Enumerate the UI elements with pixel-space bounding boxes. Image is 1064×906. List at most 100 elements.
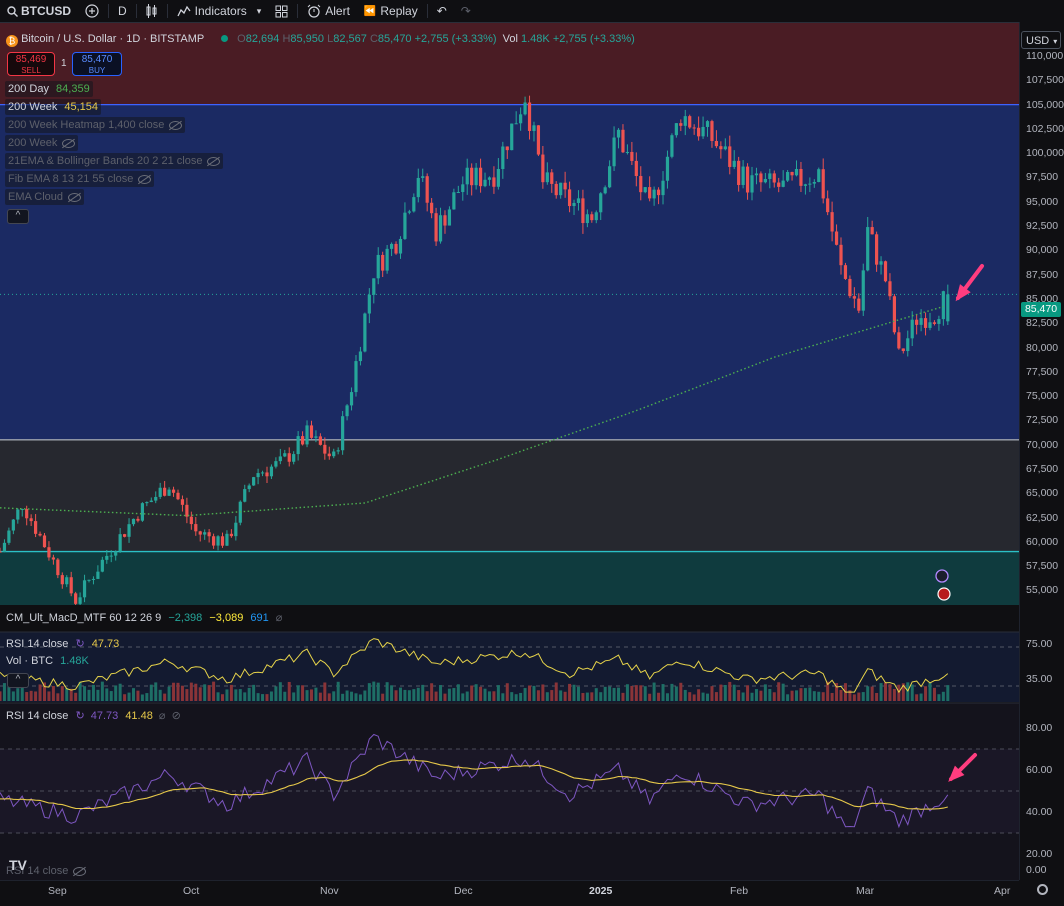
volume-bar xyxy=(69,688,73,701)
tradingview-logo-icon: TV xyxy=(9,857,27,873)
indicator-row-ema-bb[interactable]: 21EMA & Bollinger Bands 20 2 21 close xyxy=(5,153,224,169)
rsi-line xyxy=(0,733,949,829)
indicators-button[interactable]: Indicators ▾ xyxy=(170,0,269,22)
chart-type-button[interactable] xyxy=(139,0,165,22)
indicator-label: 200 Day xyxy=(8,83,49,95)
volume-bar xyxy=(16,688,20,701)
zone-teal xyxy=(0,551,1019,605)
hidden-eye-icon[interactable] xyxy=(68,192,82,202)
volume-bar xyxy=(225,689,229,701)
macd-pane-title[interactable]: CM_Ult_MacD_MTF 60 12 26 9 −2,398 −3,089… xyxy=(6,611,282,624)
indicator-row-fib-ema[interactable]: Fib EMA 8 13 21 55 close xyxy=(5,171,155,187)
time-axis[interactable] xyxy=(0,880,1019,906)
rsi-vol-pane xyxy=(0,632,1019,702)
candle-body xyxy=(857,298,861,311)
volume-bar xyxy=(198,687,202,701)
volume-bar xyxy=(149,684,153,701)
indicator-row-200day[interactable]: 200 Day 84,359 xyxy=(5,81,93,97)
currency-selector[interactable]: USD ▾ xyxy=(1021,31,1061,49)
candle-body xyxy=(852,296,856,299)
compare-button[interactable] xyxy=(78,0,106,22)
candle-body xyxy=(78,597,82,604)
candle-body xyxy=(296,436,300,455)
volume-bar xyxy=(621,692,625,701)
indicator-row-heatmap[interactable]: 200 Week Heatmap 1,400 close xyxy=(5,117,186,133)
redo-button[interactable]: ↷ xyxy=(454,0,478,22)
price-axis[interactable] xyxy=(1019,22,1064,880)
hidden-eye-icon[interactable] xyxy=(169,120,183,130)
candles-layer xyxy=(0,95,950,610)
candle-body xyxy=(16,509,20,520)
price-tick: 87,500 xyxy=(1026,268,1059,281)
candle-body xyxy=(928,322,932,328)
price-tick: 100,000 xyxy=(1026,147,1064,160)
candle-body xyxy=(171,489,176,493)
volume-bar xyxy=(136,690,140,701)
close-label: C xyxy=(369,33,378,45)
volume-bar xyxy=(452,688,456,701)
price-tick: 92,500 xyxy=(1026,220,1059,233)
vol-value: 1.48K xyxy=(60,655,89,667)
candle-body xyxy=(879,261,883,265)
volume-bar xyxy=(746,685,750,701)
volume-bar xyxy=(768,689,772,701)
chevron-down-icon[interactable]: ▾ xyxy=(256,5,262,16)
candle-body xyxy=(349,392,354,406)
indicator-label: 200 Week xyxy=(8,101,58,113)
rsi-vol-pane-title[interactable]: RSI 14 close ↻ 47.73 xyxy=(6,637,119,650)
sell-button[interactable]: 85,469 SELL xyxy=(7,52,55,76)
candle-body xyxy=(754,173,759,176)
gear-icon[interactable] xyxy=(1037,884,1048,895)
rewind-icon: ⏪ xyxy=(363,5,377,17)
symbol-search[interactable]: BTCUSD xyxy=(0,0,78,22)
collapse-legend-button[interactable]: ^ xyxy=(7,209,29,224)
volume-bar xyxy=(207,685,211,701)
volume-bar xyxy=(96,689,100,701)
candle-body xyxy=(389,243,394,249)
candle-body xyxy=(621,129,625,153)
indicator-row-200week[interactable]: 200 Week 45,154 xyxy=(5,99,102,115)
plus-circle-icon xyxy=(85,4,99,18)
hidden-eye-icon[interactable] xyxy=(62,138,76,148)
rsi-pane-title[interactable]: RSI 14 close ↻ 47.73 41.48 ⌀ ⊘ xyxy=(6,709,181,722)
sell-label: SELL xyxy=(21,66,41,75)
volume-bar xyxy=(83,686,87,701)
indicator-row-200week-hidden[interactable]: 200 Week xyxy=(5,135,79,151)
volume-bar xyxy=(559,690,563,701)
volume-bar xyxy=(34,691,38,701)
collapse-pane-button[interactable]: ^ xyxy=(7,673,29,688)
volume-bar xyxy=(212,681,216,701)
replay-button[interactable]: ⏪ Replay xyxy=(357,0,425,22)
candle-body xyxy=(608,166,612,188)
hidden-eye-icon[interactable] xyxy=(207,156,221,166)
hidden-eye-icon[interactable] xyxy=(138,174,152,184)
volume-bar xyxy=(630,685,634,701)
candle-body xyxy=(416,177,420,198)
alert-button[interactable]: Alert xyxy=(300,0,357,22)
indicator-panes xyxy=(0,605,1064,880)
volume-bar xyxy=(803,688,807,701)
candle-body xyxy=(910,319,914,339)
buy-button[interactable]: 85,470 BUY xyxy=(72,52,122,76)
candle-body xyxy=(42,535,47,548)
rsi-footer-title[interactable]: RSI 14 close xyxy=(6,865,87,877)
indicator-row-ema-cloud[interactable]: EMA Cloud xyxy=(5,189,85,205)
rsi-extra-1: ⌀ xyxy=(158,710,166,722)
macd-value-2: −3,089 xyxy=(209,612,244,624)
candle-body xyxy=(287,453,291,462)
candle-body xyxy=(848,278,852,297)
hidden-eye-icon[interactable] xyxy=(73,866,87,876)
candle-body xyxy=(425,176,429,203)
candle-body xyxy=(603,187,607,194)
vol-pane-title[interactable]: Vol · BTC 1.48K xyxy=(6,655,89,667)
interval-button[interactable]: D xyxy=(111,0,134,22)
rsi-value: 47.73 xyxy=(91,638,120,650)
vol-value: 1.48K xyxy=(521,33,550,45)
layouts-button[interactable] xyxy=(268,0,295,22)
volume-bar xyxy=(180,685,184,701)
candle-body xyxy=(470,167,474,186)
candle-body xyxy=(794,168,799,176)
undo-button[interactable]: ↶ xyxy=(430,0,454,22)
volume-bar xyxy=(287,681,291,701)
